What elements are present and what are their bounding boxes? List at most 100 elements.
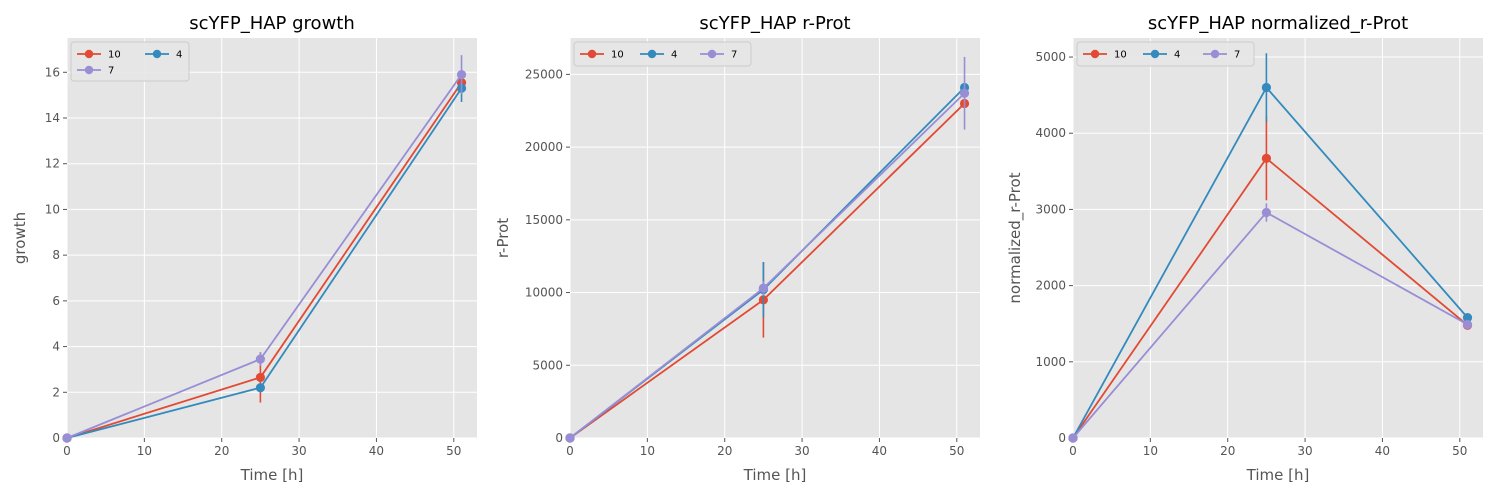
- legend-label: 7: [731, 50, 737, 61]
- y-axis-label: growth: [11, 212, 29, 264]
- x-tick-label: 10: [1143, 444, 1158, 458]
- legend: 10 4 7: [1076, 41, 1255, 67]
- y-tick-label: 5000: [1035, 50, 1066, 64]
- y-tick-label: 6: [52, 294, 60, 308]
- series-7: [1068, 203, 1473, 443]
- y-tick-label: 2000: [1035, 279, 1066, 293]
- plot-background: [1073, 38, 1483, 438]
- x-tick-label: 40: [369, 444, 384, 458]
- y-tick-label: 8: [52, 248, 60, 262]
- legend-label: 7: [1234, 50, 1240, 61]
- x-tick-label: 20: [214, 444, 229, 458]
- x-axis-label: Time [h]: [743, 466, 807, 484]
- legend-box: [70, 41, 190, 82]
- legend-label: 10: [1114, 50, 1127, 61]
- legend-label: 10: [611, 50, 624, 61]
- chart-title: scYFP_HAP growth: [189, 13, 355, 34]
- chart-panel-3: 0 10 20 30 40 50 0 1000 2000 3000 4000 5000 scYFP_HA…: [1006, 13, 1483, 484]
- data-point: [1068, 433, 1078, 443]
- x-tick-label: 10: [137, 444, 152, 458]
- data-point: [62, 433, 72, 443]
- x-tick-label: 0: [63, 444, 71, 458]
- x-tick-label: 30: [291, 444, 306, 458]
- x-tick-label: 40: [1375, 444, 1390, 458]
- data-point: [255, 354, 265, 364]
- x-tick-label: 20: [1220, 444, 1235, 458]
- legend-entry-10: 10: [1083, 50, 1127, 61]
- y-tick-label: 3000: [1035, 202, 1066, 216]
- chart-title: scYFP_HAP normalized_r-Prot: [1148, 13, 1408, 34]
- legend-marker: [707, 49, 717, 59]
- y-axis-label: r-Prot: [494, 218, 512, 258]
- y-tick-label: 10000: [525, 286, 563, 300]
- legend-marker: [1090, 49, 1100, 59]
- data-point: [1261, 82, 1271, 93]
- legend-label: 4: [671, 50, 677, 61]
- y-tick-label: 5000: [532, 358, 563, 372]
- plot-background: [67, 38, 477, 438]
- data-point: [758, 283, 768, 293]
- legend-entry-4: 4: [1143, 50, 1180, 61]
- y-tick-label: 1000: [1035, 355, 1066, 369]
- series-7: [62, 55, 467, 443]
- legend-entry-7: 7: [1203, 50, 1240, 61]
- legend-entry-7: 7: [77, 66, 114, 77]
- x-axis-label: Time [h]: [240, 466, 304, 484]
- y-tick-label: 2: [52, 385, 60, 399]
- legend-label: 4: [1174, 50, 1180, 61]
- y-tick-label: 10: [45, 202, 60, 216]
- y-tick-label: 0: [52, 431, 60, 445]
- data-point: [1261, 207, 1271, 218]
- legend-entry-10: 10: [77, 50, 121, 61]
- chart-panel-1: 0 10 20 30 40 50 0 2 4 6 8 10 12 14 16 scYFP_HAP growth…: [11, 13, 477, 484]
- y-tick-label: 14: [45, 111, 60, 125]
- y-axis-label: normalized_r-Prot: [1006, 172, 1025, 303]
- legend-marker: [152, 49, 162, 59]
- x-tick-label: 40: [872, 444, 887, 458]
- y-tick-label: 16: [45, 65, 60, 79]
- legend-entry-4: 4: [640, 50, 677, 61]
- data-point: [255, 372, 265, 383]
- legend: 10 4 7: [573, 41, 752, 67]
- data-point: [1462, 313, 1473, 323]
- legend-label: 4: [176, 50, 182, 61]
- y-tick-label: 20000: [525, 140, 563, 154]
- legend-entry-10: 10: [580, 50, 624, 61]
- x-axis-label: Time [h]: [1246, 466, 1310, 484]
- chart-panel-2: 0 10 20 30 40 50 0 5000 10000 15000 20000 25000 scYF…: [494, 13, 980, 484]
- x-tick-label: 10: [640, 444, 655, 458]
- y-tick-label: 4000: [1035, 126, 1066, 140]
- y-tick-label: 25000: [525, 67, 563, 81]
- x-tick-label: 20: [717, 444, 732, 458]
- data-point: [959, 88, 970, 98]
- legend-label: 7: [108, 66, 114, 77]
- plot-background: [570, 38, 980, 438]
- x-tick-label: 30: [794, 444, 809, 458]
- x-tick-label: 50: [446, 444, 461, 458]
- x-tick-label: 0: [566, 444, 574, 458]
- legend-marker: [84, 49, 94, 59]
- legend-marker: [1210, 49, 1220, 59]
- legend: 10 4 7: [70, 41, 190, 82]
- legend-entry-7: 7: [700, 50, 737, 61]
- data-point: [1261, 153, 1271, 163]
- data-point: [565, 433, 575, 443]
- data-point: [1462, 319, 1473, 330]
- x-tick-label: 30: [1297, 444, 1312, 458]
- x-tick-label: 50: [949, 444, 964, 458]
- legend-marker: [84, 65, 94, 75]
- legend-entry-4: 4: [145, 50, 182, 61]
- data-point: [456, 69, 467, 80]
- y-tick-label: 12: [45, 157, 60, 171]
- legend-label: 10: [108, 50, 121, 61]
- x-tick-label: 0: [1069, 444, 1077, 458]
- legend-marker: [1150, 49, 1160, 59]
- y-tick-label: 0: [555, 431, 563, 445]
- y-tick-label: 4: [52, 340, 60, 354]
- series-7: [565, 56, 970, 443]
- data-point: [255, 383, 265, 393]
- chart-title: scYFP_HAP r-Prot: [699, 13, 850, 34]
- y-tick-label: 15000: [525, 213, 563, 227]
- legend-marker: [587, 49, 597, 59]
